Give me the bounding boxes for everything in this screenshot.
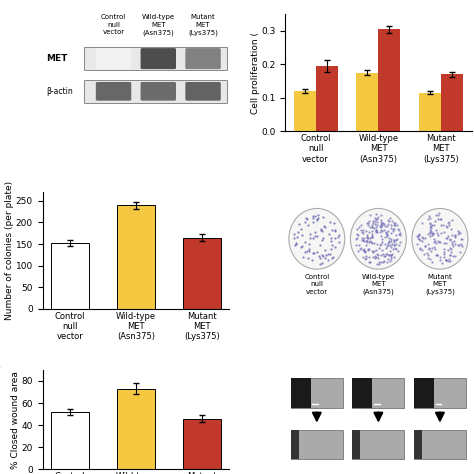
Text: (d): (d) (0, 362, 1, 372)
FancyBboxPatch shape (141, 82, 176, 100)
FancyBboxPatch shape (414, 378, 434, 408)
Ellipse shape (412, 209, 468, 269)
FancyBboxPatch shape (84, 80, 228, 103)
Bar (182, 237, 221, 309)
FancyBboxPatch shape (414, 429, 422, 459)
Ellipse shape (350, 209, 406, 269)
Text: Wild-type
MET
(Asn375): Wild-type MET (Asn375) (362, 274, 395, 295)
Text: Mutant
MET
(Lys375): Mutant MET (Lys375) (425, 274, 455, 295)
FancyBboxPatch shape (96, 48, 131, 69)
FancyBboxPatch shape (352, 429, 360, 459)
FancyBboxPatch shape (291, 429, 299, 459)
Bar (316, 66, 337, 131)
Bar (182, 419, 221, 469)
Y-axis label: % Closed wound area: % Closed wound area (11, 371, 20, 468)
FancyBboxPatch shape (96, 82, 131, 100)
Bar (378, 29, 401, 131)
FancyBboxPatch shape (84, 47, 228, 70)
Bar (293, 91, 316, 131)
FancyBboxPatch shape (185, 48, 221, 69)
Bar (117, 389, 155, 469)
Y-axis label: Cell proliferation (: Cell proliferation ( (251, 32, 260, 114)
FancyBboxPatch shape (352, 429, 404, 459)
FancyBboxPatch shape (291, 378, 343, 408)
FancyBboxPatch shape (414, 429, 466, 459)
FancyBboxPatch shape (141, 48, 176, 69)
Text: MET: MET (46, 54, 68, 63)
Text: Wild-type
MET
(Asn375): Wild-type MET (Asn375) (142, 14, 175, 36)
Bar (356, 73, 378, 131)
Bar (419, 92, 441, 131)
FancyBboxPatch shape (291, 378, 310, 408)
FancyBboxPatch shape (352, 378, 372, 408)
Bar (441, 74, 463, 131)
FancyBboxPatch shape (185, 82, 221, 100)
Text: Control
null
vector: Control null vector (101, 14, 126, 35)
Y-axis label: Number of colonies (per plate): Number of colonies (per plate) (5, 181, 14, 320)
Text: Mutant
MET
(Lys375): Mutant MET (Lys375) (188, 14, 218, 36)
Ellipse shape (289, 209, 345, 269)
Text: Control
null
vector: Control null vector (304, 274, 329, 295)
Text: β-actin: β-actin (46, 87, 73, 96)
FancyBboxPatch shape (291, 429, 343, 459)
Bar (51, 412, 89, 469)
FancyBboxPatch shape (352, 378, 404, 408)
Bar (117, 205, 155, 309)
Bar (51, 243, 89, 309)
FancyBboxPatch shape (414, 378, 466, 408)
